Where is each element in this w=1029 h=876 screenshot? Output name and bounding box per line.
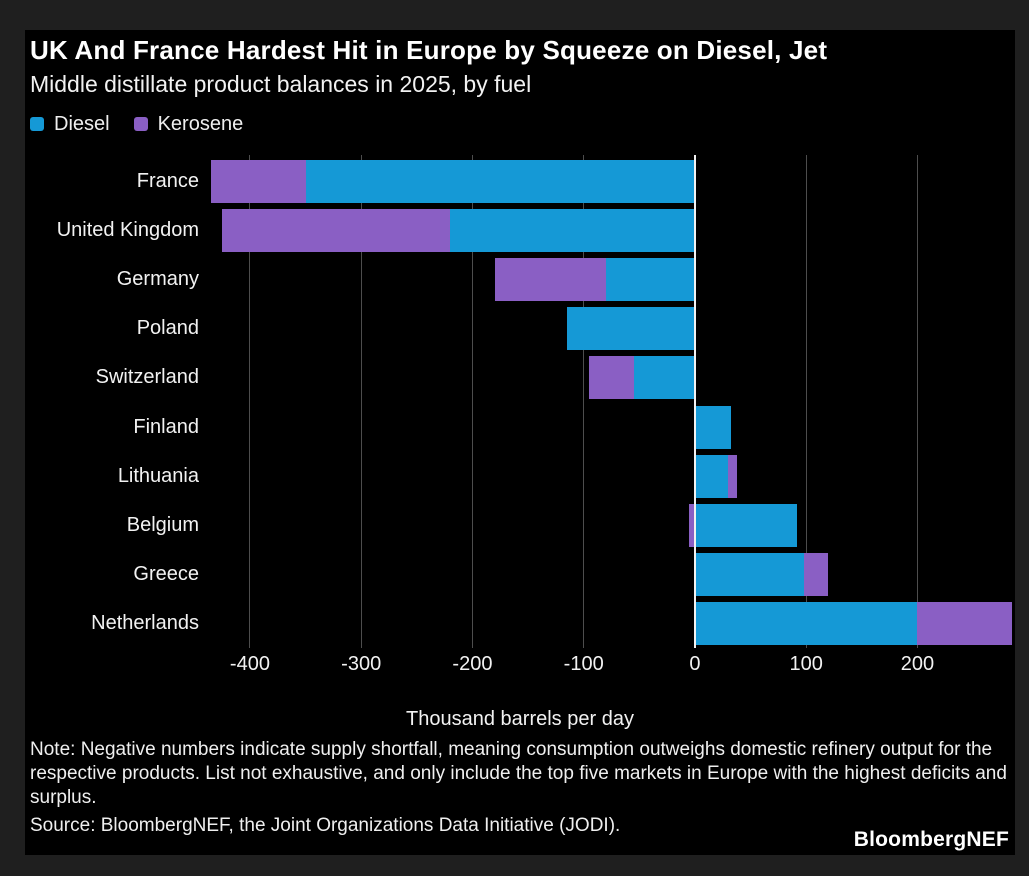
category-label-greece: Greece bbox=[133, 562, 199, 585]
category-label-lithuania: Lithuania bbox=[117, 464, 199, 487]
bloombergnef-logo: BloombergNEF bbox=[853, 828, 1009, 851]
x-tick-label: -100 bbox=[563, 653, 604, 675]
category-label-poland: Poland bbox=[136, 317, 199, 340]
category-label-germany: Germany bbox=[116, 268, 199, 291]
bar-lithuania-diesel bbox=[694, 454, 729, 498]
gridline-200 bbox=[916, 155, 918, 648]
x-tick-label: -400 bbox=[229, 653, 270, 675]
chart-canvas: UK And France Hardest Hit in Europe by S… bbox=[25, 30, 1015, 855]
bar-united-kingdom-diesel bbox=[450, 209, 695, 253]
category-label-france: France bbox=[136, 170, 199, 192]
legend-item-kerosene: Kerosene bbox=[133, 112, 244, 136]
source-text: Source: BloombergNEF, the Joint Organiza… bbox=[30, 815, 621, 836]
category-label-finland: Finland bbox=[133, 415, 199, 438]
legend-item-diesel: Diesel bbox=[30, 113, 110, 136]
bar-france-diesel bbox=[305, 160, 695, 203]
category-label-switzerland: Switzerland bbox=[95, 366, 199, 389]
bar-finland-diesel bbox=[694, 405, 731, 449]
x-tick-label: 100 bbox=[789, 653, 823, 675]
category-label-united-kingdom: United Kingdom bbox=[56, 219, 199, 242]
zero-axis-line bbox=[693, 155, 696, 648]
x-tick-label: 0 bbox=[689, 653, 701, 675]
chart-plot-area: -400 -300 -200 -100 0 100 200 France United King… bbox=[25, 30, 1015, 855]
bar-germany-kerosene bbox=[494, 258, 606, 302]
bar-switzerland-diesel bbox=[633, 356, 695, 400]
bar-belgium-diesel bbox=[694, 503, 798, 547]
diesel-swatch-icon bbox=[30, 117, 44, 131]
gridline-100 bbox=[805, 155, 807, 648]
gridline--300 bbox=[360, 155, 362, 648]
gridline--200 bbox=[471, 155, 473, 648]
category-label-belgium: Belgium bbox=[126, 513, 199, 536]
bar-netherlands-diesel bbox=[694, 601, 918, 645]
bar-greece-kerosene bbox=[803, 552, 829, 596]
bar-poland-diesel bbox=[567, 307, 695, 351]
bar-netherlands-kerosene bbox=[917, 601, 1012, 645]
chart-subtitle: Middle distillate product balances in 20… bbox=[30, 71, 532, 97]
legend-label: Kerosene bbox=[157, 112, 244, 135]
bar-germany-diesel bbox=[605, 258, 695, 302]
bar-france-kerosene bbox=[211, 160, 306, 203]
bar-greece-diesel bbox=[694, 552, 804, 596]
footnote-text: Note: Negative numbers indicate supply s… bbox=[30, 739, 1007, 808]
chart-legend: Diesel Kerosene bbox=[30, 113, 243, 135]
x-axis-title: Thousand barrels per day bbox=[406, 708, 634, 730]
kerosene-swatch-icon bbox=[133, 117, 148, 131]
bar-belgium-kerosene bbox=[689, 503, 695, 547]
bar-switzerland-kerosene bbox=[589, 356, 634, 400]
gridline--100 bbox=[583, 155, 585, 648]
legend-label: Diesel bbox=[54, 112, 110, 135]
x-tick-label: -200 bbox=[452, 653, 493, 675]
x-tick-label: -300 bbox=[341, 653, 382, 675]
gridline--400 bbox=[249, 155, 251, 648]
bar-lithuania-kerosene bbox=[728, 454, 738, 498]
category-label-netherlands: Netherlands bbox=[91, 611, 199, 634]
bar-united-kingdom-kerosene bbox=[222, 209, 451, 253]
chart-title: UK And France Hardest Hit in Europe by S… bbox=[30, 35, 828, 65]
x-tick-label: 200 bbox=[900, 653, 935, 675]
